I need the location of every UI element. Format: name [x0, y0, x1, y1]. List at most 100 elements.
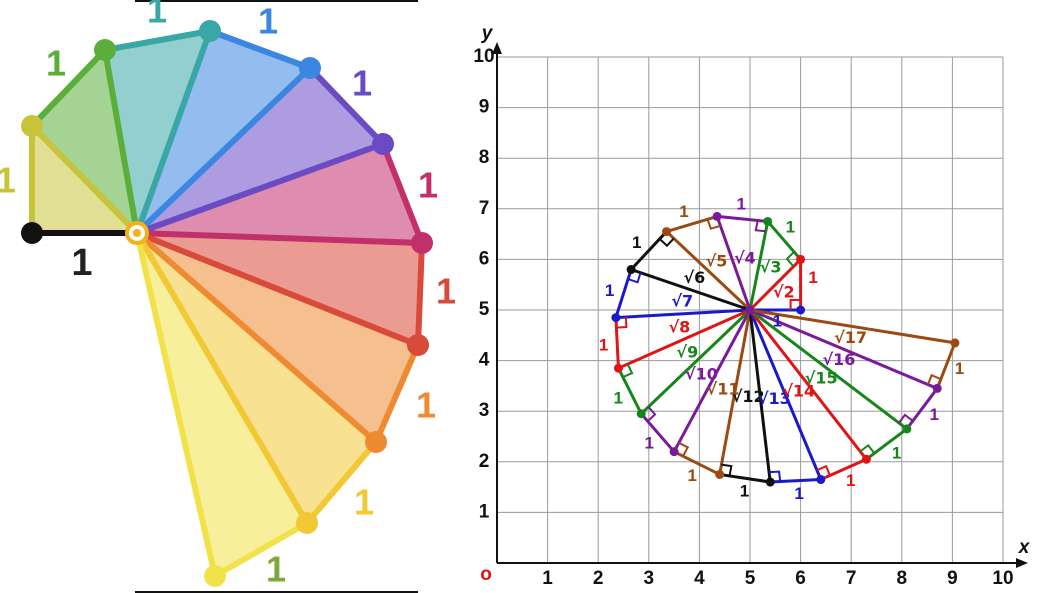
- spoke-length-label: √10: [685, 365, 718, 384]
- unit-edge: [716, 214, 768, 223]
- right-angle-mark: [622, 363, 634, 379]
- unit-edge: [640, 412, 676, 453]
- x-tick-label: 3: [644, 568, 655, 589]
- spiral-hypotenuse: [29, 123, 140, 236]
- hypotenuse-spoke: [665, 230, 752, 312]
- y-tick-label: 8: [479, 147, 490, 168]
- unit-edge-label: 1: [929, 405, 938, 424]
- spiral-side-label: 1: [436, 271, 456, 312]
- spiral-hypotenuse: [134, 231, 310, 525]
- hypotenuse-spoke: [630, 268, 751, 312]
- unit-edge: [766, 220, 802, 261]
- spoke-length-label: √2: [773, 283, 795, 302]
- unit-edge-label: 1: [632, 233, 641, 252]
- hypotenuse-spoke: [718, 309, 752, 475]
- spiral-unit-edge: [207, 28, 313, 71]
- spiral-hypotenuse: [135, 230, 420, 348]
- right-angle-mark: [721, 463, 733, 477]
- spoke-length-label: √9: [676, 343, 698, 362]
- spiral-point: [662, 227, 672, 237]
- spiral-side-label: 1: [416, 385, 436, 426]
- unit-edge-label: 1: [794, 484, 803, 503]
- right-coordinate-graph: 1 2 3 4 5 6 7 8 9 10 1 2 3 4 5 6 7 8 9 10 o x y 1 √2 1 √3 1 √4 1 √5 1 √…: [473, 23, 1030, 589]
- spiral-point: [715, 469, 725, 479]
- spoke-length-label: √7: [671, 291, 693, 310]
- center-point: [745, 305, 755, 315]
- spiral-triangle: [137, 68, 383, 233]
- y-tick-label: 4: [479, 350, 490, 371]
- spiral-unit-edge: [415, 240, 425, 348]
- unit-edge: [905, 387, 939, 430]
- spiral-point: [816, 475, 826, 485]
- x-tick-label: 2: [593, 568, 604, 589]
- spiral-side-label: 1: [352, 63, 372, 104]
- spiral-vertex: [199, 20, 221, 42]
- spoke-length-label: √13: [758, 389, 791, 408]
- unit-edge: [614, 317, 620, 369]
- spoke-length-label: √4: [734, 249, 756, 268]
- spoke-length-label: √16: [823, 350, 856, 369]
- spiral-point: [669, 447, 679, 457]
- unit-edge-label: 1: [679, 202, 688, 221]
- origin-label: o: [480, 564, 492, 585]
- right-angle-mark: [647, 406, 657, 423]
- spiral-vertex: [407, 334, 429, 356]
- unit-edge-label: 1: [955, 359, 964, 378]
- spiral-point: [763, 216, 773, 226]
- spiral-start-point: [21, 222, 43, 244]
- spiral-side-label: 1: [266, 549, 286, 590]
- right-angle-mark: [789, 299, 801, 310]
- spoke-length-label: √6: [684, 268, 706, 287]
- hypotenuse-spoke: [749, 308, 956, 345]
- spiral-point: [950, 338, 960, 348]
- unit-edge: [770, 478, 821, 484]
- unit-edge: [614, 269, 633, 319]
- spiral-side-label: 1: [147, 0, 167, 31]
- spiral-hypotenuse: [135, 230, 378, 445]
- spiral-point: [796, 254, 806, 264]
- hypotenuse-spoke: [672, 309, 752, 453]
- hypotenuse-spoke: [617, 308, 751, 370]
- y-tick-label: 10: [473, 46, 494, 67]
- spiral-triangle: [105, 31, 210, 233]
- hypotenuse-spoke: [640, 308, 752, 415]
- spiral-center-dot: [133, 229, 141, 237]
- x-tick-label: 8: [897, 568, 908, 589]
- right-angle-mark: [754, 220, 766, 233]
- hypotenuse-spoke: [748, 221, 770, 311]
- x-tick-label: 4: [694, 568, 705, 589]
- y-axis-arrow: [492, 42, 502, 54]
- x-tick-label: 10: [992, 568, 1013, 589]
- unit-edge-label: 1: [599, 336, 608, 355]
- right-angle-mark: [816, 464, 831, 476]
- y-axis-label: y: [481, 23, 494, 44]
- y-tick-label: 7: [479, 198, 490, 219]
- unit-edge-label: 1: [846, 471, 855, 490]
- spiral-vertex: [411, 232, 433, 254]
- spoke-length-label: √11: [707, 380, 740, 399]
- spiral-point: [932, 383, 942, 393]
- unit-edge-label: 1: [613, 388, 622, 407]
- right-angle-mark: [627, 272, 642, 284]
- spoke-length-label: √3: [760, 258, 782, 277]
- hypotenuse-spoke: [715, 215, 752, 311]
- spoke-length-label: √5: [706, 252, 728, 271]
- unit-edge: [673, 450, 721, 476]
- spoke-length-label: √14: [782, 382, 815, 401]
- spiral-unit-edge: [307, 65, 386, 147]
- unit-edge-label: 1: [892, 443, 901, 462]
- spiral-vertex: [299, 57, 321, 79]
- spiral-hypotenuse: [134, 232, 218, 577]
- spiral-hypotenuse: [136, 230, 423, 246]
- spiral-triangle: [137, 144, 422, 243]
- x-tick-label: 1: [542, 568, 553, 589]
- spiral-vertex: [296, 512, 318, 534]
- spiral-hypotenuse: [135, 141, 385, 236]
- unit-edge-label: 1: [740, 482, 749, 501]
- unit-edge-label: 1: [605, 281, 614, 300]
- hypotenuse-spoke: [748, 258, 802, 312]
- y-tick-label: 3: [479, 400, 490, 421]
- spiral-triangle: [137, 233, 376, 523]
- spiral-triangle: [137, 31, 310, 233]
- unit-edge: [666, 214, 718, 234]
